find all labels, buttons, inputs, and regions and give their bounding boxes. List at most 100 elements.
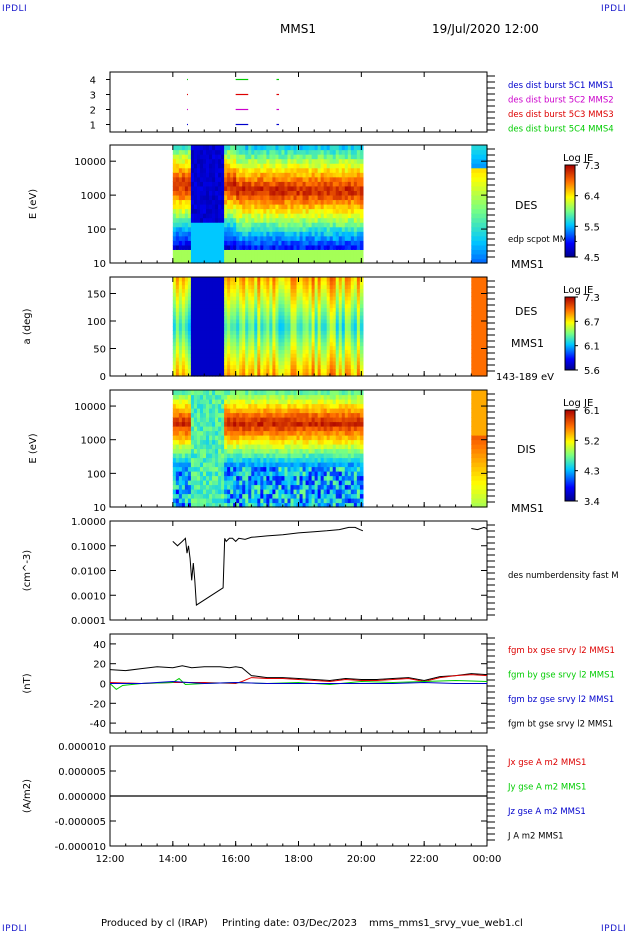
heatmap-cell	[263, 489, 267, 495]
heatmap-cell	[290, 145, 295, 151]
heatmap-cell	[281, 154, 286, 160]
heatmap-cell	[335, 244, 340, 250]
heatmap-cell	[257, 475, 261, 481]
heatmap-cell	[224, 462, 228, 468]
heatmap-cell	[184, 334, 189, 339]
heatmap-cell	[263, 163, 267, 169]
heatmap-cell	[175, 181, 180, 187]
heatmap-cell	[190, 303, 195, 309]
heatmap-cell	[175, 466, 180, 472]
heatmap-cell	[323, 231, 328, 237]
colorbar-tick-label: 4.5	[584, 253, 600, 264]
heatmap-cell	[233, 167, 237, 173]
heatmap-cell	[302, 360, 307, 366]
heatmap-cell	[190, 213, 195, 219]
heatmap-cell	[212, 154, 216, 160]
heatmap-cell	[263, 204, 267, 210]
heatmap-cell	[199, 167, 204, 173]
heatmap-cell	[269, 213, 273, 219]
heatmap-cell	[356, 322, 361, 328]
heatmap-cell	[248, 199, 252, 205]
heatmap-cell	[242, 439, 246, 445]
heatmap-cell	[239, 417, 243, 423]
heatmap-cell	[350, 158, 355, 164]
heatmap-cell	[215, 235, 219, 241]
heatmap-cell	[242, 217, 246, 223]
heatmap-cell	[296, 430, 301, 436]
heatmap-cell	[344, 322, 349, 328]
heatmap-cell	[290, 426, 295, 432]
heatmap-cell	[242, 394, 246, 400]
heatmap-cell	[233, 356, 237, 362]
heatmap-cell	[471, 199, 476, 205]
heatmap-cell	[187, 341, 192, 347]
heatmap-cell	[350, 145, 355, 151]
heatmap-cell	[193, 292, 198, 297]
heatmap-cell	[245, 149, 249, 155]
heatmap-cell	[248, 296, 252, 301]
heatmap-cell	[184, 158, 189, 164]
heatmap-cell	[359, 334, 364, 339]
heatmap-cell	[263, 296, 267, 301]
heatmap-cell	[278, 163, 283, 169]
y-tick-label: 3	[90, 91, 96, 102]
heatmap-cell	[190, 453, 195, 459]
heatmap-cell	[359, 158, 364, 164]
heatmap-cell	[257, 326, 261, 331]
heatmap-cell	[187, 360, 192, 366]
heatmap-cell	[196, 412, 201, 418]
heatmap-cell	[281, 448, 286, 454]
heatmap-cell	[221, 322, 225, 328]
heatmap-cell	[278, 172, 283, 178]
heatmap-cell	[275, 204, 280, 210]
heatmap-cell	[178, 154, 183, 160]
heatmap-cell	[329, 288, 334, 293]
heatmap-cell	[287, 330, 292, 335]
heatmap-cell	[193, 253, 198, 260]
heatmap-cell	[257, 154, 261, 160]
heatmap-cell	[181, 390, 186, 396]
heatmap-cell	[215, 190, 219, 196]
heatmap-cell	[308, 498, 313, 504]
heatmap-cell	[338, 303, 343, 309]
heatmap-cell	[190, 421, 195, 427]
heatmap-cell	[329, 292, 334, 297]
heatmap-cell	[215, 307, 219, 312]
heatmap-cell	[359, 349, 364, 354]
heatmap-cell	[224, 498, 228, 504]
heatmap-cell	[175, 430, 180, 436]
heatmap-cell	[196, 502, 201, 508]
heatmap-cell	[175, 480, 180, 486]
heatmap-cell	[245, 430, 249, 436]
heatmap-cell	[209, 158, 213, 164]
heatmap-cell	[251, 303, 255, 309]
heatmap-cell	[227, 253, 231, 260]
heatmap-cell	[254, 345, 258, 350]
heatmap-cell	[245, 208, 249, 214]
heatmap-cell	[178, 253, 183, 260]
heatmap-cell	[314, 185, 319, 191]
heatmap-cell	[248, 426, 252, 432]
heatmap-cell	[477, 249, 482, 255]
heatmap-cell	[332, 145, 337, 151]
heatmap-cell	[212, 360, 216, 366]
heatmap-cell	[221, 244, 225, 250]
heatmap-cell	[471, 190, 476, 196]
heatmap-cell	[209, 303, 213, 309]
heatmap-cell	[230, 208, 234, 214]
heatmap-cell	[302, 462, 307, 468]
heatmap-cell	[187, 315, 192, 320]
heatmap-cell	[266, 240, 270, 246]
heatmap-cell	[172, 360, 177, 366]
heatmap-cell	[471, 258, 476, 264]
heatmap-cell	[196, 253, 201, 260]
heatmap-cell	[230, 222, 234, 228]
heatmap-cell	[199, 412, 204, 418]
heatmap-cell	[233, 222, 237, 228]
heatmap-cell	[299, 372, 304, 377]
heatmap-cell	[353, 315, 358, 320]
heatmap-cell	[341, 345, 346, 350]
heatmap-cell	[293, 185, 298, 191]
heatmap-cell	[187, 475, 192, 481]
heatmap-cell	[480, 208, 485, 214]
